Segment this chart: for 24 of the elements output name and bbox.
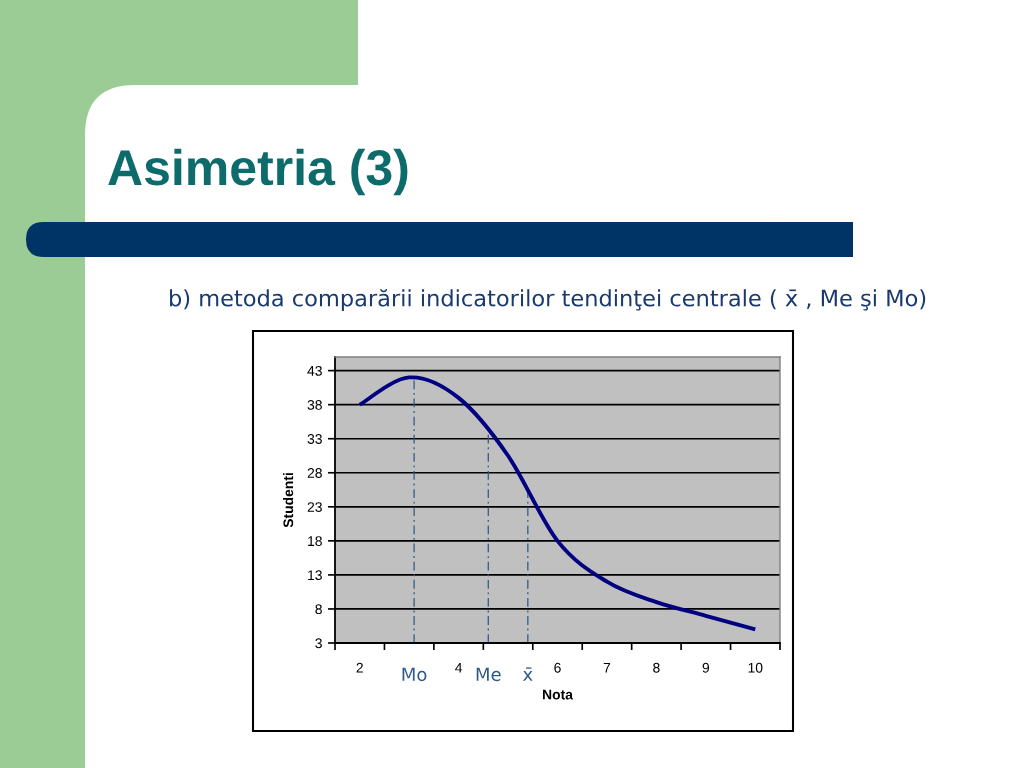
x-tick-label: 10 bbox=[748, 662, 763, 673]
chart-title: Asimetria (3) bbox=[108, 148, 408, 196]
x-tick-label: 9 bbox=[702, 662, 710, 673]
y-tick-label: 13 bbox=[308, 570, 322, 581]
y-tick-label: 33 bbox=[307, 434, 322, 444]
y-tick-label: 8 bbox=[315, 604, 322, 615]
y-tick-label: 28 bbox=[307, 468, 322, 478]
x-axis-title: Nota bbox=[543, 689, 574, 700]
ref-line-label: Me bbox=[476, 667, 501, 682]
y-tick-label: 23 bbox=[307, 502, 322, 512]
ref-line-label: x̄ bbox=[523, 667, 533, 681]
y-tick-label: 38 bbox=[307, 400, 322, 410]
chart-subtitle: b) metoda comparării indicatorilor tendinţei centrale ( x̄ , Me şi Mo) bbox=[170, 289, 926, 311]
x-tick-label: 4 bbox=[455, 662, 463, 673]
x-tick-label: 2 bbox=[356, 662, 363, 673]
x-tick-label: 6 bbox=[554, 662, 561, 673]
y-tick-label: 18 bbox=[308, 536, 322, 547]
x-tick-label: 7 bbox=[603, 662, 611, 673]
line-series bbox=[357, 375, 758, 632]
x-tick-label: 8 bbox=[653, 662, 660, 673]
y-tick-label: 43 bbox=[307, 365, 322, 376]
y-axis-title: Studenti bbox=[282, 473, 294, 528]
ref-line-label: Mo bbox=[402, 667, 427, 682]
y-tick-label: 3 bbox=[315, 638, 322, 649]
